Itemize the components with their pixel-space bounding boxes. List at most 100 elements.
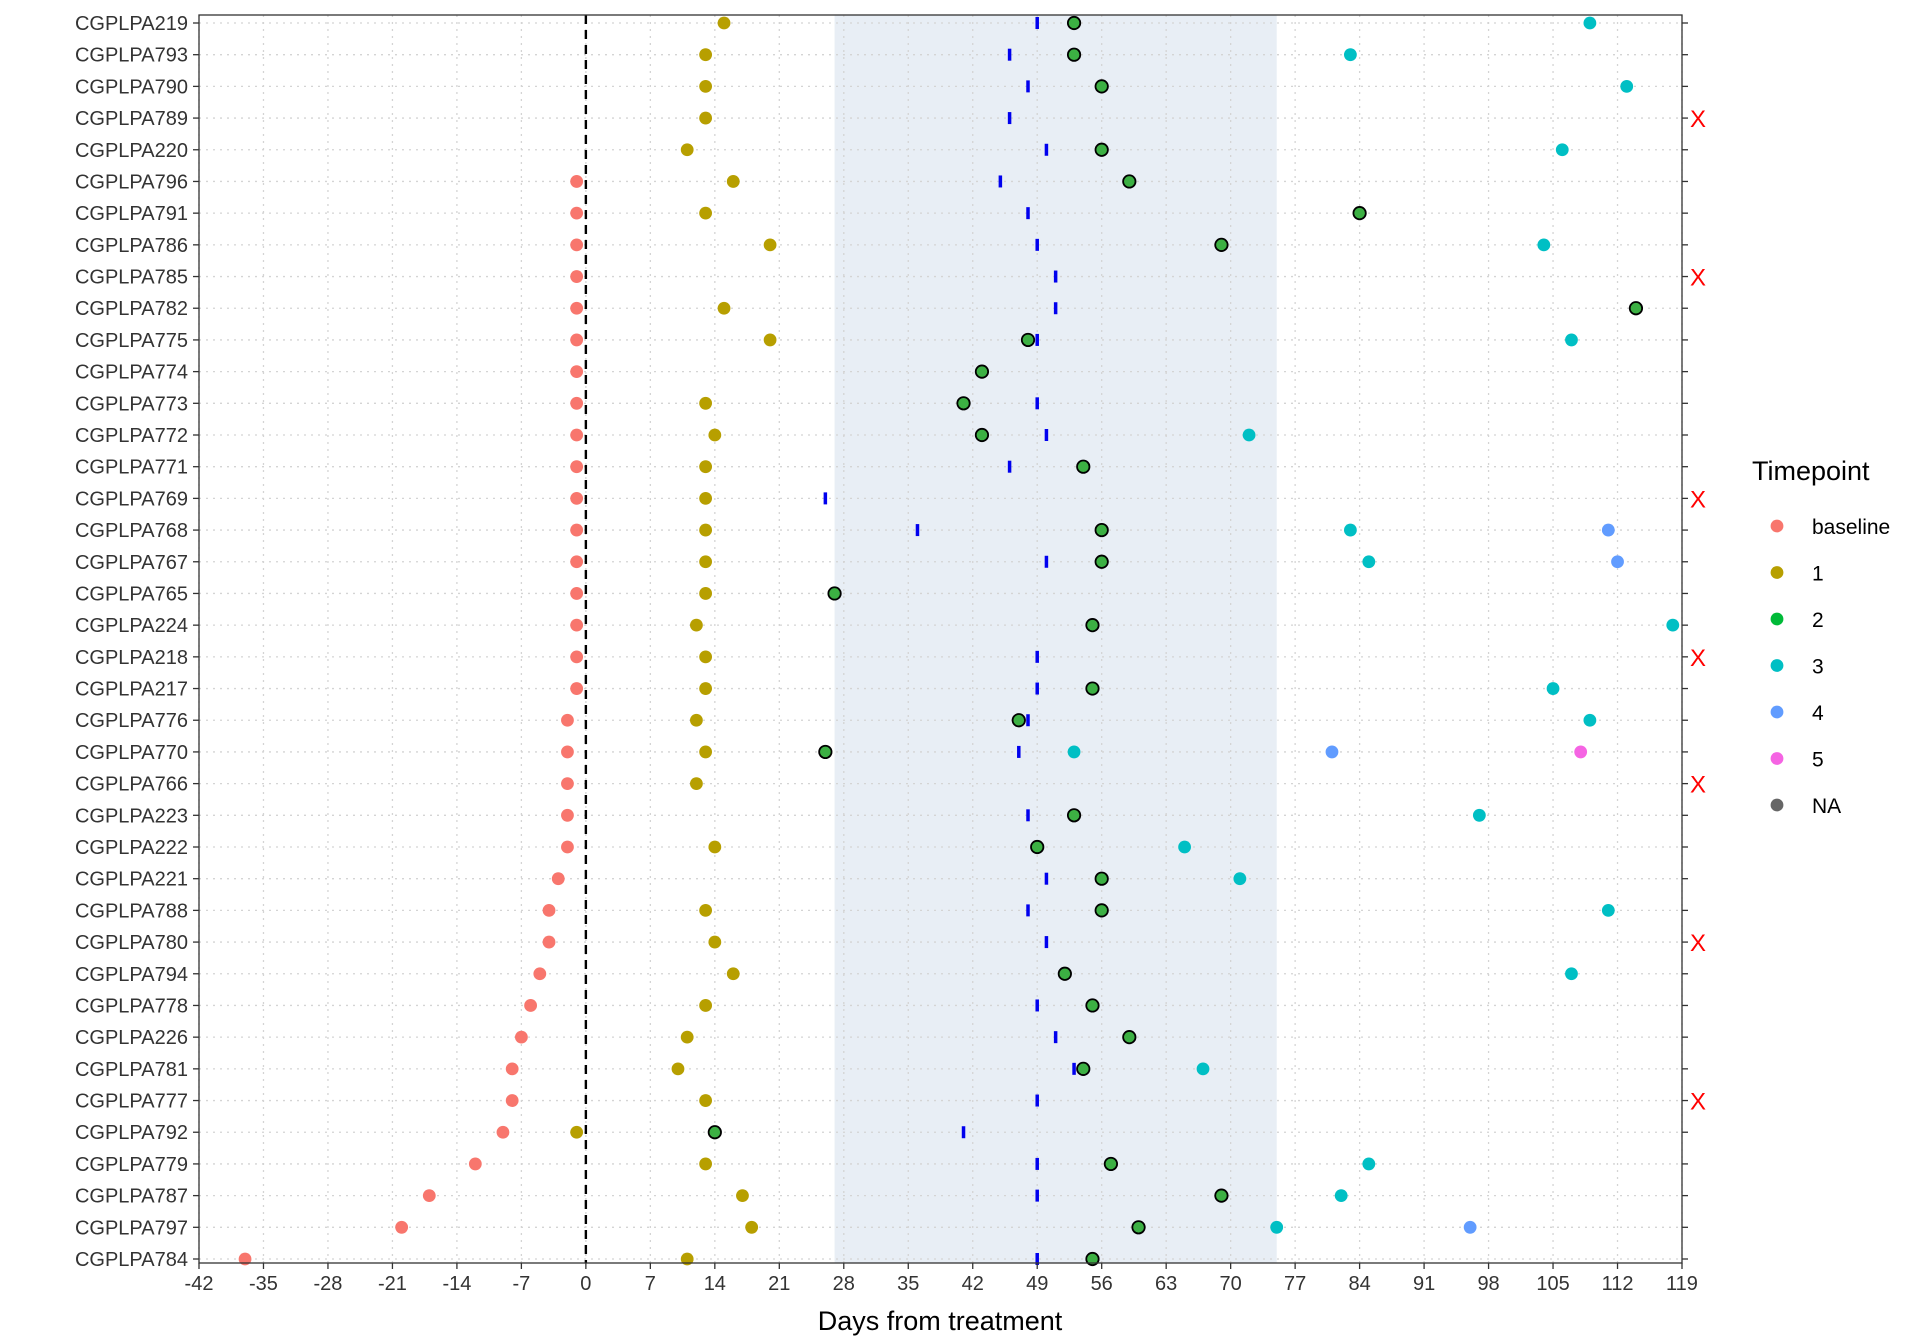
legend-swatch — [1770, 798, 1784, 812]
data-point-timepoint-1 — [699, 1157, 713, 1171]
data-point-timepoint-3 — [1067, 745, 1081, 759]
legend-swatch — [1770, 519, 1784, 533]
data-point-timepoint-3 — [1242, 428, 1256, 442]
data-point-timepoint-1 — [699, 491, 713, 505]
data-point-timepoint-3 — [1620, 79, 1634, 93]
y-tick-label: CGPLPA793 — [75, 45, 188, 67]
data-point-timepoint-1 — [717, 16, 731, 30]
data-point-timepoint-2 — [1066, 808, 1082, 823]
data-point-timepoint-2 — [1131, 1220, 1146, 1235]
data-point-timepoint-2 — [1094, 903, 1109, 918]
data-point-timepoint-1 — [699, 999, 713, 1012]
data-point-timepoint-1 — [726, 967, 740, 981]
data-point-timepoint-2 — [1076, 459, 1091, 474]
data-point-baseline — [422, 1189, 436, 1203]
x-tick-label: -42 — [185, 1273, 214, 1295]
x-tick-label: 77 — [1284, 1273, 1306, 1295]
data-point-timepoint-1 — [708, 840, 722, 854]
x-tick-label: -7 — [512, 1273, 530, 1295]
y-tick-label: CGPLPA223 — [75, 805, 188, 827]
y-tick-label: CGPLPA794 — [75, 964, 188, 986]
y-tick-label: CGPLPA224 — [75, 615, 188, 637]
data-point-timepoint-3 — [1555, 143, 1569, 157]
data-point-timepoint-1 — [699, 650, 713, 664]
data-point-timepoint-2 — [1094, 554, 1109, 569]
x-marker: X — [1690, 106, 1706, 133]
y-tick-label: CGPLPA226 — [75, 1027, 188, 1049]
data-point-timepoint-2 — [1085, 681, 1100, 696]
y-tick-label: CGPLPA220 — [75, 140, 188, 162]
data-point-timepoint-3 — [1601, 903, 1615, 917]
x-tick-label: 63 — [1155, 1273, 1177, 1295]
legend-swatch — [1770, 659, 1784, 672]
data-point-baseline — [505, 1062, 519, 1076]
legend-label: 1 — [1812, 563, 1824, 586]
data-point-timepoint-1 — [699, 460, 713, 474]
y-tick-label: CGPLPA787 — [75, 1186, 188, 1208]
data-point-timepoint-2 — [827, 586, 842, 601]
x-tick-label: 98 — [1477, 1273, 1499, 1295]
y-tick-label: CGPLPA766 — [75, 774, 188, 796]
legend-swatch — [1770, 612, 1784, 626]
x-tick-label: 105 — [1536, 1273, 1569, 1295]
y-tick-label: CGPLPA781 — [75, 1059, 188, 1081]
data-point-timepoint-2 — [1103, 1156, 1119, 1172]
data-point-baseline — [551, 872, 565, 886]
data-point-timepoint-3 — [1583, 16, 1597, 30]
y-tick-label: CGPLPA765 — [75, 583, 188, 605]
data-point-timepoint-3 — [1343, 48, 1357, 62]
y-tick-label: CGPLPA767 — [75, 552, 188, 574]
y-tick-label: CGPLPA782 — [75, 298, 188, 320]
data-point-timepoint-1 — [708, 935, 722, 949]
y-tick-label: CGPLPA775 — [75, 330, 188, 352]
data-point-baseline — [561, 713, 574, 727]
y-axis: CGPLPA219 CGPLPA793 CGPLPA790 CGPLPA789 CGPL… — [75, 13, 1688, 1271]
y-tick-label: CGPLPA222 — [75, 837, 188, 859]
x-tick-label: 112 — [1602, 1273, 1634, 1295]
data-point-baseline — [561, 840, 574, 854]
data-point-baseline — [570, 555, 584, 569]
x-tick-label: 42 — [962, 1273, 984, 1295]
y-tick-label: CGPLPA784 — [75, 1249, 188, 1271]
x-marker: X — [1690, 1089, 1706, 1116]
data-point-timepoint-2 — [1122, 1030, 1137, 1045]
data-point-baseline — [570, 650, 584, 664]
data-point-baseline — [395, 1220, 409, 1234]
data-point-timepoint-3 — [1233, 872, 1247, 886]
y-tick-label: CGPLPA770 — [75, 742, 188, 764]
data-point-timepoint-2 — [1094, 142, 1109, 157]
y-tick-label: CGPLPA774 — [75, 362, 188, 384]
data-point-baseline — [570, 491, 584, 505]
data-point-timepoint-2 — [1085, 1251, 1100, 1267]
x-tick-label: -21 — [378, 1273, 407, 1295]
data-point-timepoint-1 — [699, 745, 713, 759]
data-point-baseline — [496, 1125, 510, 1139]
x-tick-label: 70 — [1220, 1273, 1242, 1295]
data-point-baseline — [542, 903, 556, 917]
y-tick-label: CGPLPA780 — [75, 932, 188, 954]
data-point-timepoint-1 — [699, 396, 713, 410]
data-point-timepoint-1 — [699, 903, 713, 917]
data-point-baseline — [570, 270, 584, 283]
legend-label: 2 — [1812, 609, 1824, 632]
data-point-baseline — [468, 1157, 482, 1171]
y-tick-label: CGPLPA796 — [75, 171, 188, 193]
y-tick-label: CGPLPA791 — [75, 203, 188, 225]
data-point-timepoint-1 — [763, 333, 777, 347]
x-tick-label: 28 — [833, 1273, 855, 1295]
y-tick-label: CGPLPA776 — [75, 710, 188, 732]
data-point-baseline — [570, 333, 584, 347]
data-point-timepoint-2 — [1066, 47, 1082, 62]
data-point-baseline — [561, 777, 574, 791]
data-point-baseline — [570, 365, 584, 379]
x-tick-label: -14 — [442, 1273, 471, 1295]
data-point-timepoint-2 — [1076, 1061, 1091, 1076]
y-tick-label: CGPLPA217 — [75, 679, 188, 701]
legend-title: Timepoint — [1752, 456, 1870, 486]
y-tick-label: CGPLPA768 — [75, 520, 188, 542]
y-tick-label: CGPLPA219 — [75, 13, 188, 35]
y-tick-label: CGPLPA786 — [75, 235, 188, 257]
data-point-baseline — [570, 428, 584, 442]
data-point-baseline — [570, 175, 584, 188]
